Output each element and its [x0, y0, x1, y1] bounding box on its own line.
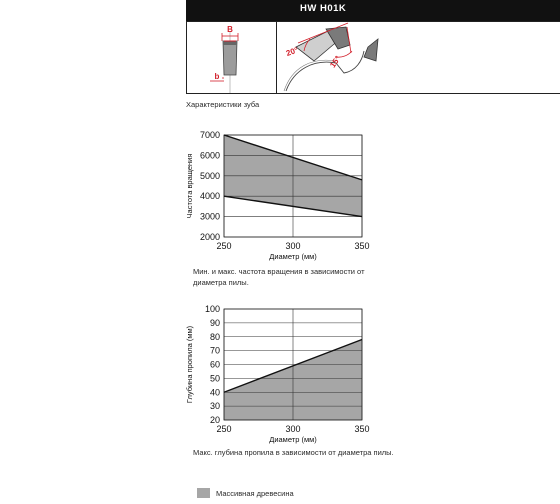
y-tick-label: 6000	[200, 150, 220, 160]
y-tick-label: 40	[210, 387, 220, 397]
tooth-front-view	[210, 31, 239, 93]
tooth-caption: Характеристики зуба	[186, 100, 260, 109]
label-B: B	[227, 25, 233, 34]
rpm-chart: 2000 3000 4000 5000 6000 7000 250 300 350 Диаметр…	[185, 130, 370, 261]
legend-label: Массивная древесина	[216, 489, 294, 498]
header-bar	[186, 0, 560, 21]
plot-frame	[223, 308, 363, 421]
tooth-side-frame	[276, 21, 560, 94]
y-axis-title: Частота вращения	[185, 154, 194, 219]
x-tick-label: 350	[354, 424, 369, 434]
product-code: HW H01K	[300, 3, 347, 14]
series-line-0	[223, 134, 363, 181]
y-tick-label: 5000	[200, 171, 220, 181]
series-line-0	[223, 338, 363, 393]
y-tick-label: 3000	[200, 212, 220, 222]
y-tick-label: 2000	[200, 232, 220, 242]
y-tick-label: 90	[210, 318, 220, 328]
plot-frame	[223, 134, 363, 238]
y-tick-label: 70	[210, 346, 220, 356]
y-tick-label: 30	[210, 401, 220, 411]
cut-depth-chart: 20 30 40 50 60 70 80 90 100 250 300 350 Диаметр (мм)…	[185, 304, 370, 444]
y-tick-label: 80	[210, 332, 220, 342]
x-tick-label: 350	[354, 241, 369, 251]
x-tick-label: 250	[216, 424, 231, 434]
label-b: b	[215, 72, 220, 81]
legend-swatch	[197, 488, 210, 498]
tooth-side-view	[283, 22, 379, 92]
y-tick-label: 100	[205, 304, 220, 314]
y-tick-label: 60	[210, 360, 220, 370]
series-line-1	[223, 195, 363, 218]
cut-depth-chart-caption: Макс. глубина пропила в зависимости от д…	[193, 448, 394, 457]
x-axis-title: Диаметр (мм)	[269, 252, 317, 261]
angle-top-label: 20°	[285, 45, 299, 58]
y-tick-label: 4000	[200, 191, 220, 201]
x-tick-label: 250	[216, 241, 231, 251]
tooth-illustration: B b 20° 15°	[186, 21, 560, 94]
y-tick-label: 20	[210, 415, 220, 425]
y-axis-title: Глубина пропила (мм)	[185, 325, 194, 403]
y-tick-label: 7000	[200, 130, 220, 140]
x-tick-label: 300	[285, 424, 300, 434]
rpm-chart-caption: Мин. и макс. частота вращения в зависимо…	[193, 267, 365, 287]
x-axis-title: Диаметр (мм)	[269, 435, 317, 444]
x-tick-label: 300	[285, 241, 300, 251]
y-tick-label: 50	[210, 373, 220, 383]
